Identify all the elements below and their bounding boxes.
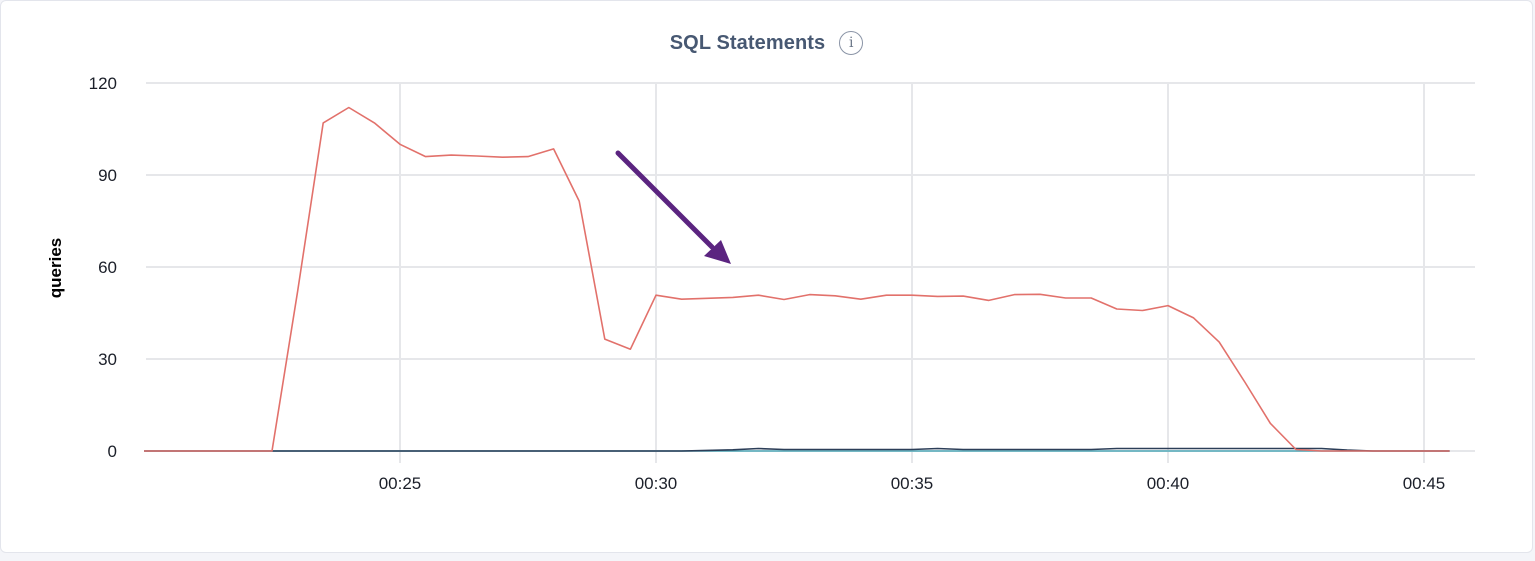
x-tick-label: 00:40 [1147,474,1190,493]
y-axis-ticks: 0 30 60 90 120 [89,74,117,461]
vertical-gridlines [399,83,1425,463]
arrow-shaft [615,150,715,250]
x-axis-ticks: 00:25 00:30 00:35 00:40 00:45 [379,474,1446,493]
x-tick-label: 00:45 [1403,474,1446,493]
x-tick-label: 00:30 [635,474,678,493]
series-lines [144,106,1450,452]
y-tick-label: 0 [108,442,117,461]
info-icon[interactable]: i [839,31,864,55]
chart-header: SQL Statements i [1,28,1532,58]
chart-title: SQL Statements [669,31,826,54]
series-line-1 [144,106,1450,452]
y-tick-label: 60 [98,258,117,277]
arrow-head [704,240,731,264]
y-axis-title: queries [46,238,65,298]
y-tick-label: 30 [98,350,117,369]
horizontal-gridlines [146,82,1475,452]
x-tick-label: 00:25 [379,474,422,493]
annotation-arrow [615,150,731,264]
y-tick-label: 90 [98,166,117,185]
y-tick-label: 120 [89,74,117,93]
x-tick-label: 00:35 [891,474,934,493]
series-line-2 [144,447,1450,452]
